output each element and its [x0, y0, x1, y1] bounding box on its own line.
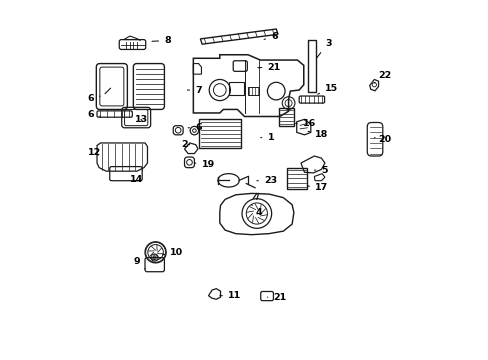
Bar — [247, 86, 258, 95]
Text: 20: 20 — [374, 135, 390, 144]
Text: 6: 6 — [87, 94, 100, 103]
Text: 17: 17 — [306, 183, 327, 192]
Text: 6: 6 — [87, 110, 100, 119]
Text: 1: 1 — [260, 133, 273, 142]
Bar — [228, 82, 244, 95]
Text: 3: 3 — [316, 39, 331, 58]
Text: 15: 15 — [317, 84, 337, 94]
Text: 18: 18 — [307, 130, 328, 139]
Text: 11: 11 — [219, 291, 241, 300]
Text: 2: 2 — [182, 140, 189, 149]
Text: 16: 16 — [295, 119, 315, 128]
Text: 21: 21 — [257, 63, 280, 72]
Text: 14: 14 — [130, 175, 143, 184]
Text: 6: 6 — [188, 123, 202, 132]
Text: 6: 6 — [264, 32, 277, 41]
Bar — [279, 108, 293, 126]
Text: 5: 5 — [314, 166, 327, 175]
Text: 19: 19 — [195, 159, 214, 168]
Bar — [286, 168, 306, 189]
Text: 23: 23 — [256, 176, 277, 185]
Text: 7: 7 — [187, 86, 202, 95]
Text: 12: 12 — [87, 148, 101, 157]
Text: 21: 21 — [267, 293, 286, 302]
Text: 13: 13 — [134, 115, 147, 124]
Text: 10: 10 — [163, 248, 183, 257]
Text: 9: 9 — [133, 257, 145, 269]
Text: 8: 8 — [152, 36, 170, 45]
Bar — [199, 119, 241, 148]
Text: 22: 22 — [374, 71, 390, 83]
Bar — [307, 40, 315, 92]
Text: 4: 4 — [251, 205, 261, 217]
